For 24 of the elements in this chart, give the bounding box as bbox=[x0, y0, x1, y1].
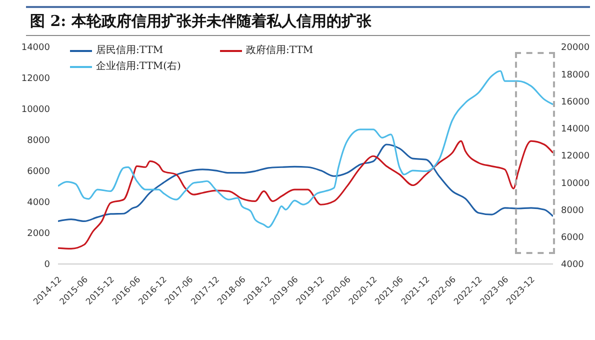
y-tick-label: 14000 bbox=[21, 43, 50, 54]
y2-tick-label: 10000 bbox=[561, 178, 590, 189]
line-series bbox=[58, 70, 553, 228]
legend-label: 居民信用:TTM bbox=[96, 44, 164, 58]
y-tick-label: 4000 bbox=[27, 198, 50, 208]
legend-label: 企业信用:TTM(右) bbox=[96, 60, 181, 74]
y2-tick-label: 12000 bbox=[561, 152, 590, 162]
y2-tick-label: 18000 bbox=[561, 70, 590, 80]
legend-label: 政府信用:TTM bbox=[246, 44, 314, 58]
y2-tick-label: 20000 bbox=[561, 43, 590, 54]
y-tick-label: 6000 bbox=[27, 167, 50, 178]
y2-tick-label: 6000 bbox=[561, 233, 584, 244]
y2-tick-label: 16000 bbox=[561, 97, 590, 108]
y-tick-label: 8000 bbox=[27, 136, 50, 146]
y-tick-label: 0 bbox=[44, 260, 50, 270]
y2-tick-label: 14000 bbox=[561, 124, 590, 135]
y2-tick-label: 8000 bbox=[561, 206, 584, 216]
y-tick-label: 12000 bbox=[21, 74, 50, 84]
line-series bbox=[58, 144, 553, 222]
line-series bbox=[58, 140, 553, 250]
chart-title: 图 2: 本轮政府信用扩张并未伴随着私人信用的扩张 bbox=[26, 6, 590, 36]
y-tick-label: 10000 bbox=[21, 105, 50, 116]
y-tick-label: 2000 bbox=[27, 229, 50, 240]
y2-tick-label: 4000 bbox=[561, 260, 584, 270]
